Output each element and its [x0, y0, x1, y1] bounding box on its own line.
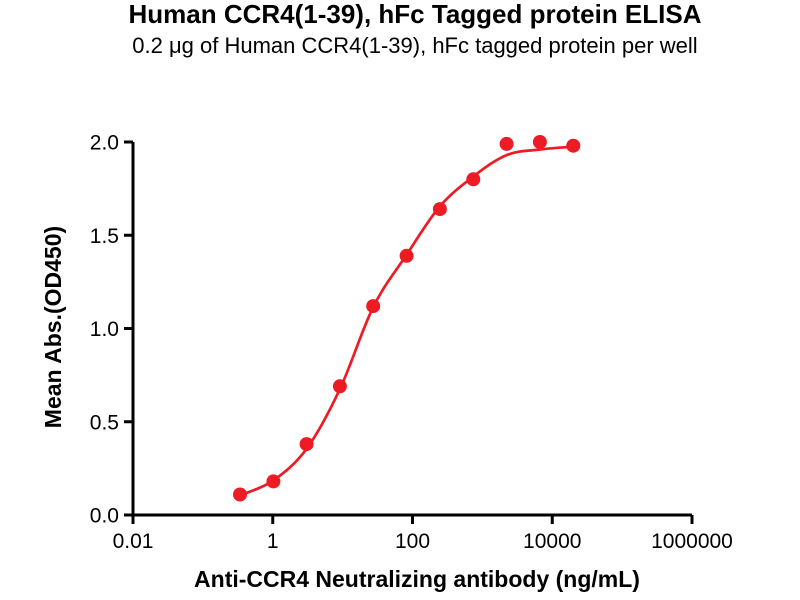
chart-subtitle: 0.2 μg of Human CCR4(1-39), hFc tagged p…	[132, 33, 698, 58]
x-tick-label: 10000	[523, 530, 581, 553]
y-tick-label: 0.0	[90, 505, 119, 528]
y-axis-label: Mean Abs.(OD450)	[40, 226, 66, 428]
data-point	[566, 138, 581, 153]
data-point	[499, 136, 514, 151]
x-tick-label: 0.01	[113, 530, 154, 553]
y-tick-label: 1.0	[90, 318, 119, 341]
y-tick-label: 2.0	[90, 132, 119, 155]
x-axis-label: Anti-CCR4 Neutralizing antibody (ng/mL)	[194, 566, 640, 592]
y-tick-label: 1.5	[90, 225, 119, 248]
plot-area	[233, 135, 581, 502]
chart-title: Human CCR4(1-39), hFc Tagged protein ELI…	[128, 0, 702, 29]
data-point	[466, 172, 481, 187]
axis-spine	[131, 142, 692, 517]
data-point	[532, 135, 547, 149]
data-point	[266, 474, 281, 489]
data-point	[299, 437, 314, 452]
x-tick-label: 1	[267, 530, 279, 553]
data-point	[332, 379, 347, 394]
axes: 0.0 0.5 1.0 1.5 2.0 0.01 1 100 10000 1000000	[90, 132, 733, 554]
y-tick-label: 0.5	[90, 411, 119, 434]
data-point	[399, 248, 414, 263]
data-point	[233, 487, 247, 502]
data-point	[366, 299, 381, 314]
x-tick-label: 100	[395, 530, 430, 553]
fit-curve	[238, 145, 575, 497]
x-tick-label: 1000000	[651, 530, 733, 553]
data-point	[432, 202, 447, 217]
